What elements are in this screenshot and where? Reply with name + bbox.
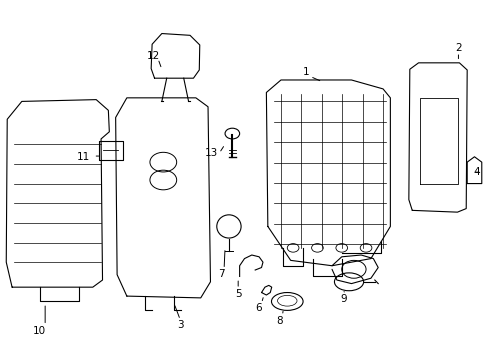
Text: 9: 9 <box>340 294 347 303</box>
Text: 12: 12 <box>146 51 160 61</box>
Text: 13: 13 <box>204 148 218 158</box>
Text: 3: 3 <box>177 320 183 330</box>
Text: 8: 8 <box>276 316 282 326</box>
Text: 1: 1 <box>303 67 309 77</box>
Text: 2: 2 <box>454 43 461 53</box>
Text: 7: 7 <box>217 269 224 279</box>
Text: 10: 10 <box>33 326 46 336</box>
Text: 11: 11 <box>76 153 89 162</box>
Text: 6: 6 <box>254 302 261 312</box>
Text: 5: 5 <box>234 289 241 298</box>
Text: 4: 4 <box>472 167 479 177</box>
